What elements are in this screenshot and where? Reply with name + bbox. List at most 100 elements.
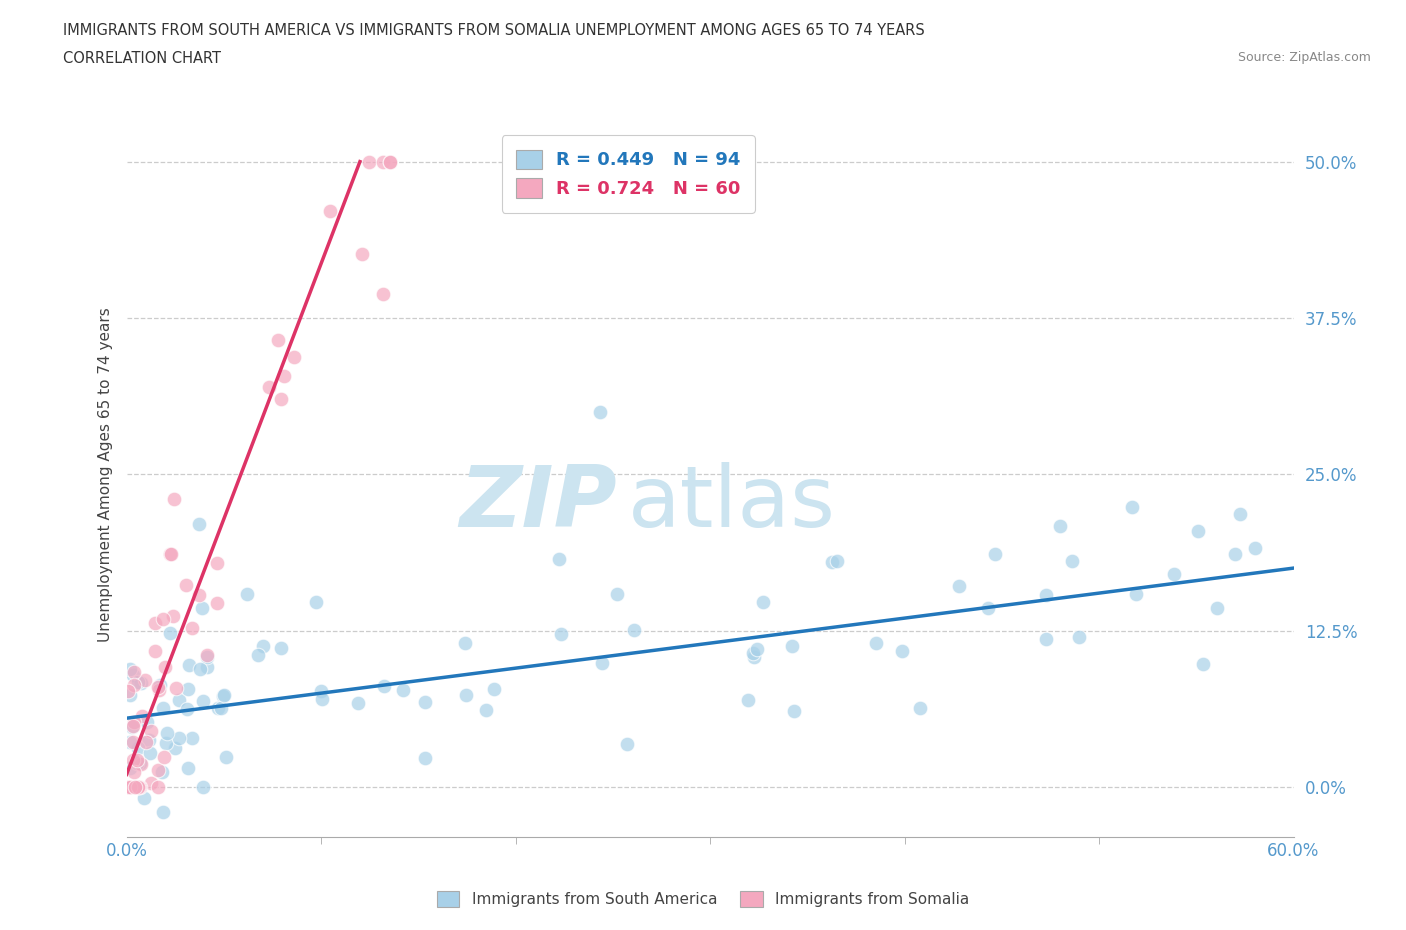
Point: [350, 246, 373, 261]
Point: [1121, 499, 1143, 514]
Point: [174, 578, 197, 592]
Point: [135, 735, 157, 750]
Point: [120, 779, 142, 794]
Point: [124, 779, 146, 794]
Point: [305, 595, 328, 610]
Point: [1205, 601, 1227, 616]
Point: [591, 656, 613, 671]
Point: [984, 547, 1007, 562]
Point: [132, 791, 155, 806]
Point: [149, 677, 172, 692]
Point: [117, 779, 139, 794]
Point: [742, 650, 765, 665]
Point: [319, 204, 342, 219]
Point: [127, 756, 149, 771]
Point: [138, 733, 160, 748]
Point: [128, 779, 150, 794]
Point: [155, 735, 177, 750]
Point: [129, 675, 152, 690]
Legend: Immigrants from South America, Immigrants from Somalia: Immigrants from South America, Immigrant…: [430, 884, 976, 913]
Point: [212, 687, 235, 702]
Point: [128, 779, 150, 794]
Point: [127, 674, 149, 689]
Point: [125, 779, 148, 794]
Text: IMMIGRANTS FROM SOUTH AMERICA VS IMMIGRANTS FROM SOMALIA UNEMPLOYMENT AMONG AGES: IMMIGRANTS FROM SOUTH AMERICA VS IMMIGRA…: [63, 23, 925, 38]
Point: [1229, 506, 1251, 521]
Point: [259, 380, 281, 395]
Point: [311, 684, 333, 698]
Point: [205, 556, 228, 571]
Point: [191, 779, 214, 794]
Point: [152, 700, 174, 715]
Point: [156, 725, 179, 740]
Point: [371, 286, 394, 301]
Point: [1187, 524, 1209, 538]
Point: [159, 626, 181, 641]
Point: [273, 368, 295, 383]
Point: [122, 715, 145, 730]
Point: [550, 627, 572, 642]
Point: [1069, 630, 1091, 644]
Point: [124, 779, 146, 794]
Point: [380, 154, 402, 169]
Point: [752, 595, 775, 610]
Point: [247, 647, 270, 662]
Point: [177, 658, 200, 672]
Point: [169, 693, 191, 708]
Point: [148, 763, 170, 777]
Point: [131, 709, 153, 724]
Point: [118, 779, 141, 794]
Point: [357, 154, 380, 169]
Point: [122, 668, 145, 683]
Point: [122, 752, 145, 767]
Point: [252, 638, 274, 653]
Point: [270, 641, 292, 656]
Point: [782, 639, 804, 654]
Point: [1035, 587, 1057, 602]
Point: [159, 547, 181, 562]
Point: [181, 730, 204, 745]
Point: [152, 764, 174, 779]
Point: [124, 779, 146, 794]
Point: [482, 682, 505, 697]
Point: [742, 645, 765, 660]
Point: [120, 661, 142, 676]
Y-axis label: Unemployment Among Ages 65 to 74 years: Unemployment Among Ages 65 to 74 years: [97, 307, 112, 642]
Point: [1191, 657, 1213, 671]
Point: [1163, 566, 1185, 581]
Point: [891, 644, 914, 658]
Point: [187, 517, 209, 532]
Point: [456, 688, 478, 703]
Point: [188, 661, 211, 676]
Point: [159, 546, 181, 561]
Point: [977, 601, 1000, 616]
Point: [121, 734, 143, 749]
Point: [783, 703, 806, 718]
Point: [865, 635, 887, 650]
Point: [128, 755, 150, 770]
Point: [143, 616, 166, 631]
Point: [589, 405, 612, 419]
Point: [122, 677, 145, 692]
Point: [413, 751, 436, 765]
Point: [311, 691, 333, 706]
Point: [120, 779, 142, 794]
Point: [146, 779, 169, 794]
Point: [821, 554, 844, 569]
Point: [165, 741, 187, 756]
Point: [176, 701, 198, 716]
Point: [547, 551, 569, 566]
Point: [454, 635, 477, 650]
Point: [737, 692, 759, 707]
Point: [948, 578, 970, 593]
Point: [1060, 553, 1083, 568]
Point: [127, 740, 149, 755]
Point: [136, 714, 159, 729]
Point: [177, 681, 200, 696]
Text: ZIP: ZIP: [458, 462, 617, 545]
Point: [120, 735, 142, 750]
Point: [267, 333, 290, 348]
Point: [205, 596, 228, 611]
Point: [283, 350, 305, 365]
Point: [378, 154, 401, 169]
